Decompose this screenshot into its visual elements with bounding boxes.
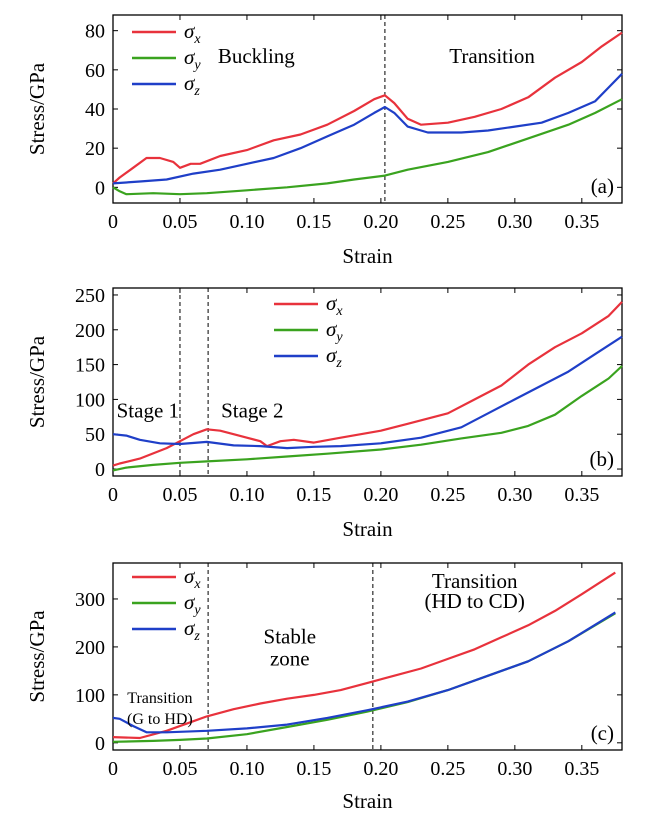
series-line-σz bbox=[112, 73, 623, 185]
legend-label: σz bbox=[326, 343, 342, 371]
annotation-label: (G to HD) bbox=[127, 711, 193, 728]
x-tick-label: 0.20 bbox=[363, 758, 398, 780]
y-axis-label: Stress/GPa bbox=[25, 62, 49, 155]
plot-frame bbox=[112, 287, 623, 477]
x-tick-label: 0.25 bbox=[430, 211, 465, 233]
x-tick-label: 0.35 bbox=[564, 211, 599, 233]
y-tick-label: 0 bbox=[95, 733, 105, 755]
x-tick-label: 0 bbox=[108, 758, 118, 780]
legend-label: σz bbox=[184, 616, 200, 644]
y-tick-label: 100 bbox=[75, 685, 105, 707]
y-tick-label: 40 bbox=[85, 99, 105, 121]
y-tick-label: 100 bbox=[75, 389, 105, 411]
x-tick-label: 0.20 bbox=[363, 211, 398, 233]
series-line-σz bbox=[112, 335, 623, 450]
y-tick-label: 20 bbox=[85, 138, 105, 160]
annotation-label: Transition bbox=[127, 690, 192, 707]
panel-b: 0 0.05 0.10 0.15 0.20 0.25 0.30 0.35 0 50 100 150 20… bbox=[25, 285, 623, 541]
annotation-label: Transition bbox=[449, 44, 535, 68]
x-tick-label: 0.05 bbox=[162, 211, 197, 233]
x-tick-label: 0.10 bbox=[229, 211, 264, 233]
x-tick-label: 0 bbox=[108, 484, 118, 506]
y-tick-label: 80 bbox=[85, 21, 105, 43]
x-tick-label: 0.10 bbox=[229, 758, 264, 780]
series-line-σx bbox=[112, 571, 616, 740]
x-tick-label: 0.25 bbox=[430, 484, 465, 506]
annotation-label: Stable bbox=[264, 624, 317, 648]
y-tick-label: 150 bbox=[75, 355, 105, 377]
legend-label: σx bbox=[184, 19, 201, 47]
y-axis-label: Stress/GPa bbox=[25, 335, 49, 428]
annotation-label: Transition bbox=[432, 569, 518, 593]
y-axis-label: Stress/GPa bbox=[25, 610, 49, 703]
legend-label: σx bbox=[326, 291, 343, 319]
series-line-σx bbox=[112, 301, 623, 467]
annotation-label: Buckling bbox=[218, 44, 295, 68]
x-axis-label: Strain bbox=[342, 244, 393, 268]
legend-label: σy bbox=[326, 317, 343, 345]
x-tick-label: 0.05 bbox=[162, 758, 197, 780]
series-line-σz bbox=[112, 611, 616, 734]
x-tick-label: 0.15 bbox=[296, 758, 331, 780]
x-tick-label: 0.10 bbox=[229, 484, 264, 506]
x-tick-label: 0.35 bbox=[564, 758, 599, 780]
panel-a: 0 0.05 0.10 0.15 0.20 0.25 0.30 0.35 0 20 40 60 80 St… bbox=[25, 14, 623, 268]
y-tick-label: 200 bbox=[75, 320, 105, 342]
x-tick-label: 0.20 bbox=[363, 484, 398, 506]
series-line-σy bbox=[112, 365, 623, 472]
x-tick-label: 0 bbox=[108, 211, 118, 233]
panel-label: (a) bbox=[591, 174, 614, 198]
panel-label: (b) bbox=[590, 447, 615, 471]
panel-label: (c) bbox=[591, 721, 614, 745]
y-tick-label: 300 bbox=[75, 589, 105, 611]
legend-label: σy bbox=[184, 590, 201, 618]
y-tick-label: 50 bbox=[85, 424, 105, 446]
plot-frame bbox=[112, 562, 623, 751]
x-axis-label: Strain bbox=[342, 517, 393, 541]
annotation-label: zone bbox=[270, 646, 310, 670]
panel-c: 0 0.05 0.10 0.15 0.20 0.25 0.30 0.35 0 100 200 300 S… bbox=[25, 562, 623, 813]
y-tick-label: 200 bbox=[75, 637, 105, 659]
x-tick-label: 0.15 bbox=[296, 211, 331, 233]
y-tick-label: 0 bbox=[95, 459, 105, 481]
y-tick-label: 0 bbox=[95, 177, 105, 199]
annotation-label: Stage 1 bbox=[117, 399, 179, 423]
x-tick-label: 0.05 bbox=[162, 484, 197, 506]
series-line-σy bbox=[112, 98, 623, 196]
legend-label: σx bbox=[184, 564, 201, 592]
legend-label: σz bbox=[184, 71, 200, 99]
y-tick-label: 60 bbox=[85, 60, 105, 82]
annotation-label: Stage 2 bbox=[221, 399, 283, 423]
x-tick-label: 0.35 bbox=[564, 484, 599, 506]
y-tick-label: 250 bbox=[75, 285, 105, 307]
legend-label: σy bbox=[184, 45, 201, 73]
x-axis-label: Strain bbox=[342, 789, 393, 813]
series-line-σx bbox=[112, 31, 623, 185]
x-tick-label: 0.25 bbox=[430, 758, 465, 780]
x-tick-label: 0.30 bbox=[497, 211, 532, 233]
x-tick-label: 0.15 bbox=[296, 484, 331, 506]
x-tick-label: 0.30 bbox=[497, 484, 532, 506]
annotation-label: (HD to CD) bbox=[424, 589, 524, 613]
x-tick-label: 0.30 bbox=[497, 758, 532, 780]
